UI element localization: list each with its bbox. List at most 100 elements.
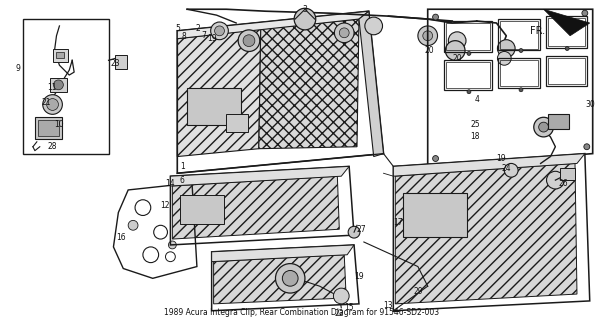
Bar — [50, 78, 67, 92]
Text: 7: 7 — [201, 31, 206, 40]
Text: 25: 25 — [470, 120, 480, 129]
Bar — [23, 19, 109, 154]
Text: 29: 29 — [413, 287, 423, 296]
Circle shape — [467, 52, 471, 55]
Bar — [500, 60, 538, 86]
Circle shape — [238, 30, 260, 52]
Circle shape — [519, 49, 523, 52]
Text: 20: 20 — [452, 54, 462, 63]
Text: 23: 23 — [111, 59, 120, 68]
Text: 9: 9 — [16, 64, 21, 73]
Text: 11: 11 — [47, 83, 56, 92]
Polygon shape — [178, 11, 369, 39]
Text: 2: 2 — [196, 24, 201, 33]
Polygon shape — [178, 29, 261, 156]
Circle shape — [445, 41, 465, 60]
Circle shape — [339, 28, 349, 38]
Circle shape — [534, 117, 553, 137]
Text: 28: 28 — [48, 142, 57, 151]
Bar — [445, 60, 492, 90]
Text: 14: 14 — [165, 179, 175, 188]
Circle shape — [519, 88, 523, 92]
Circle shape — [565, 47, 569, 51]
Text: 12: 12 — [160, 201, 169, 210]
Circle shape — [365, 17, 382, 35]
Bar — [547, 18, 585, 45]
Bar — [53, 49, 68, 62]
Polygon shape — [211, 245, 354, 262]
Circle shape — [498, 52, 511, 65]
Text: 21: 21 — [42, 98, 51, 107]
Bar — [180, 195, 225, 224]
Text: 15: 15 — [344, 303, 354, 312]
Text: 6: 6 — [180, 176, 185, 185]
Polygon shape — [259, 19, 359, 149]
Text: 4: 4 — [474, 95, 479, 104]
Polygon shape — [170, 166, 349, 186]
Bar — [57, 52, 65, 58]
Bar — [500, 21, 538, 49]
Bar — [403, 193, 467, 237]
Bar — [498, 19, 539, 51]
Text: 24: 24 — [501, 164, 511, 173]
Circle shape — [54, 80, 63, 90]
Bar — [545, 16, 587, 48]
Bar — [561, 168, 575, 180]
Text: 19: 19 — [354, 272, 364, 281]
Circle shape — [539, 122, 548, 132]
Bar — [187, 88, 241, 125]
Circle shape — [504, 164, 518, 177]
Circle shape — [582, 10, 588, 16]
Circle shape — [128, 220, 138, 230]
Circle shape — [448, 32, 466, 50]
Bar — [446, 62, 490, 88]
Text: 18: 18 — [470, 132, 480, 141]
Circle shape — [169, 241, 176, 249]
Circle shape — [423, 31, 432, 41]
Circle shape — [584, 144, 590, 150]
Text: 27: 27 — [356, 225, 366, 234]
Circle shape — [467, 90, 471, 94]
Bar — [115, 55, 127, 69]
Text: 13: 13 — [384, 301, 393, 310]
Circle shape — [282, 270, 298, 286]
Polygon shape — [395, 164, 577, 304]
Circle shape — [294, 8, 316, 30]
Circle shape — [335, 23, 354, 43]
Text: 17: 17 — [393, 218, 403, 227]
Polygon shape — [544, 9, 590, 36]
Text: 8: 8 — [182, 32, 187, 41]
Polygon shape — [172, 176, 339, 239]
Bar — [445, 21, 492, 52]
Text: 22: 22 — [335, 309, 344, 318]
Circle shape — [547, 171, 564, 189]
Text: 3: 3 — [303, 5, 307, 14]
Polygon shape — [214, 255, 346, 304]
Polygon shape — [393, 154, 585, 176]
Bar — [38, 120, 59, 136]
Text: FR.: FR. — [530, 26, 545, 36]
Bar — [446, 23, 490, 51]
Text: 20: 20 — [425, 46, 434, 55]
Circle shape — [432, 14, 439, 20]
Text: 26: 26 — [559, 179, 568, 188]
Text: 19: 19 — [496, 154, 506, 163]
Text: 19: 19 — [207, 34, 216, 43]
Circle shape — [214, 26, 225, 36]
Text: 5: 5 — [176, 24, 181, 33]
Circle shape — [43, 95, 62, 114]
Circle shape — [348, 226, 360, 238]
Circle shape — [432, 156, 439, 162]
Text: 1: 1 — [180, 162, 185, 171]
Circle shape — [333, 288, 349, 304]
Bar — [547, 58, 585, 84]
Circle shape — [47, 99, 59, 110]
Polygon shape — [359, 11, 384, 156]
Circle shape — [275, 264, 305, 293]
Circle shape — [211, 22, 228, 40]
Bar — [35, 117, 62, 139]
Circle shape — [498, 40, 515, 57]
Text: 16: 16 — [117, 233, 126, 242]
Bar — [498, 58, 539, 88]
Text: 10: 10 — [54, 120, 64, 129]
